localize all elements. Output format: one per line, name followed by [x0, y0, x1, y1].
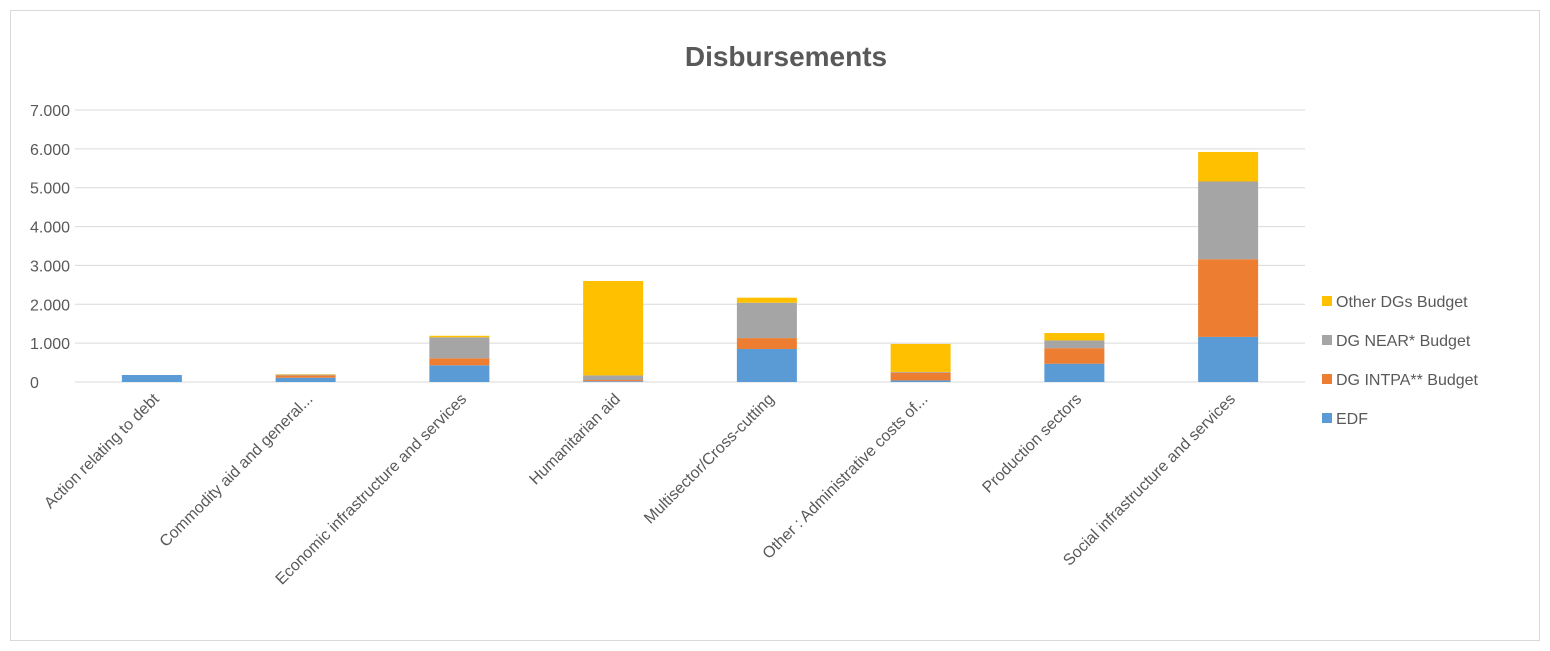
bar-segment-edf	[275, 377, 336, 382]
bar-segment-dg-near-budget	[890, 371, 951, 373]
x-category-label: Commodity aid and general...	[157, 391, 317, 551]
bar-segment-other-dgs-budget	[736, 297, 797, 303]
bar-segment-other-dgs-budget	[583, 280, 644, 376]
y-tick-label: 7.000	[30, 103, 70, 120]
bar-segment-dg-intpa-budget	[583, 380, 644, 382]
legend-swatch	[1322, 296, 1332, 306]
bar-segment-dg-near-budget	[429, 337, 490, 359]
bar-segment-edf	[736, 348, 797, 382]
legend-label: EDF	[1336, 411, 1368, 428]
x-category-label: Action relating to debt	[41, 390, 163, 512]
bar-segment-dg-intpa-budget	[1198, 259, 1259, 337]
y-tick-label: 1.000	[30, 336, 70, 353]
bar-segment-other-dgs-budget	[1044, 333, 1105, 341]
x-category-label: Economic infrastructure and services	[273, 391, 471, 589]
gridlines	[75, 109, 1305, 383]
chart-title: Disbursements	[685, 41, 887, 72]
bar-segment-dg-near-budget	[583, 375, 644, 381]
legend-swatch	[1322, 413, 1332, 423]
bar-segment-edf	[583, 381, 644, 382]
legend: Other DGs Budget DG NEAR* Budget DG INTPA*…	[1322, 294, 1479, 428]
bar-segment-dg-near-budget	[275, 374, 336, 376]
bar-segment-dg-near-budget	[1198, 181, 1259, 260]
y-tick-label: 0	[30, 375, 39, 392]
x-category-label: Production sectors	[979, 391, 1085, 497]
bar-segment-other-dgs-budget	[890, 343, 951, 372]
legend-swatch	[1322, 335, 1332, 345]
bar-segment-dg-near-budget	[1044, 340, 1105, 349]
y-tick-label: 5.000	[30, 181, 70, 198]
x-category-label: Multisector/Cross-cutting	[641, 391, 778, 528]
y-tick-label: 6.000	[30, 142, 70, 159]
y-axis-ticks: 0 1.000 2.000 3.000 4.000 5.000 6.000 7.000	[30, 103, 70, 392]
y-tick-label: 3.000	[30, 258, 70, 275]
bar-segment-other-dgs-budget	[429, 335, 490, 338]
bar-segment-dg-intpa-budget	[1044, 348, 1105, 364]
bar-segment-edf	[1044, 363, 1105, 382]
legend-label: Other DGs Budget	[1336, 294, 1468, 311]
legend-swatch	[1322, 374, 1332, 384]
bar-segment-edf	[890, 380, 951, 382]
legend-label: DG INTPA** Budget	[1336, 372, 1479, 389]
y-tick-label: 2.000	[30, 297, 70, 314]
bar-segment-dg-intpa-budget	[736, 338, 797, 349]
x-category-label: Other : Administrative costs of...	[760, 391, 932, 563]
bar-segment-dg-near-budget	[736, 302, 797, 339]
y-tick-label: 4.000	[30, 220, 70, 237]
bar-segment-edf	[429, 365, 490, 382]
bar-segment-dg-intpa-budget	[429, 358, 490, 366]
bar-segment-edf	[1198, 336, 1259, 382]
bars	[121, 151, 1259, 382]
bar-segment-dg-intpa-budget	[890, 372, 951, 381]
x-category-label: Social infrastructure and services	[1060, 391, 1239, 570]
bar-segment-dg-intpa-budget	[275, 375, 336, 378]
bar-segment-other-dgs-budget	[1198, 151, 1259, 182]
bar-segment-edf	[121, 375, 182, 382]
x-category-label: Humanitarian aid	[526, 391, 624, 489]
legend-label: DG NEAR* Budget	[1336, 333, 1471, 350]
